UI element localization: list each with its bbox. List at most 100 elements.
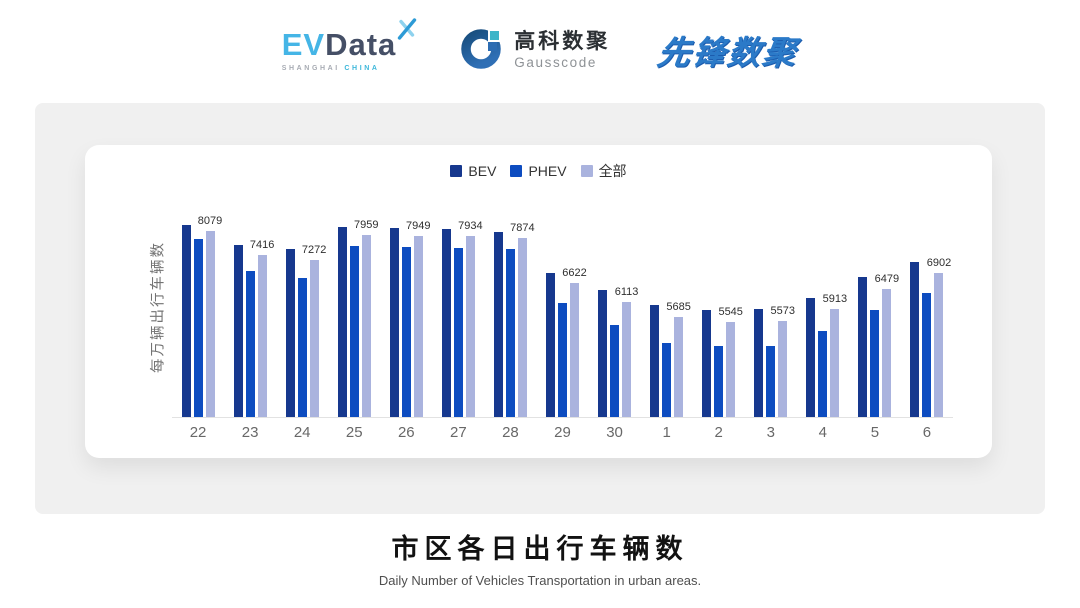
caption-block: 市区各日出行车辆数 Daily Number of Vehicles Trans… [0,527,1080,588]
bar-all-2 [726,322,736,417]
bar-bev-2 [702,310,712,417]
evdata-x-icon [396,17,418,46]
chart-subtitle: Daily Number of Vehicles Transportation … [378,573,702,588]
legend-label-bev: BEV [468,163,497,179]
plot-area: 8079 22 7416 23 7272 24 7959 25 7949 26 7934 27 7874… [172,204,953,441]
evdata-logo: EVData SHANGHAI CHINA [282,17,417,72]
bar-all-4 [830,309,840,417]
gausscode-wordmark: 高科数聚 Gausscode [514,30,610,70]
x-axis-tick-26: 26 [397,424,415,441]
bar-group-1: 5685 1 [641,204,693,441]
x-axis-tick-28: 28 [502,424,519,441]
value-label-2: 5545 [718,306,743,318]
x-axis-tick-22: 22 [189,424,207,441]
gausscode-cn-text: 高科数聚 [514,29,611,53]
bar-bev-24 [285,249,295,417]
legend-item-phev[interactable]: PHEV [510,163,567,179]
value-label-1: 5685 [666,301,691,313]
bar-phev-30 [610,325,620,417]
bar-all-1 [674,317,684,417]
bar-phev-24 [297,278,307,417]
bar-bev-27 [441,229,451,417]
bar-phev-6 [922,293,932,417]
bar-phev-26 [401,247,411,417]
value-label-22: 8079 [197,215,223,227]
bar-all-30 [622,302,632,417]
bar-phev-25 [349,246,359,417]
bar-phev-22 [193,239,203,417]
legend-swatch-all [580,165,593,177]
bar-bev-23 [233,245,243,417]
bar-group-26: 7949 26 [380,204,432,441]
bar-group-4: 5913 4 [797,204,849,441]
legend-item-all[interactable]: 全部 [580,161,627,181]
legend-item-bev[interactable]: BEV [450,163,496,179]
bar-bev-26 [389,228,399,417]
bar-all-27 [465,236,475,417]
x-axis-tick-25: 25 [345,424,363,441]
bar-group-23: 7416 23 [224,204,276,441]
chart-title: 市区各日出行车辆数 [391,534,689,564]
gausscode-g-icon [460,25,506,75]
value-label-29: 6622 [562,267,587,279]
bar-phev-23 [245,271,255,417]
x-axis-tick-29: 29 [554,424,571,441]
bar-group-29: 6622 29 [536,204,588,441]
gausscode-logo: 高科数聚 Gausscode [460,25,610,75]
bar-group-5: 6479 5 [849,204,901,441]
evdata-ev-text: EV [281,26,326,62]
bar-phev-3 [766,346,776,417]
legend-label-phev: PHEV [528,163,567,179]
x-axis-tick-2: 2 [714,424,723,441]
bar-phev-29 [557,303,567,417]
evdata-shanghai-text: SHANGHAI [281,64,340,72]
bar-phev-27 [453,248,463,417]
evdata-china-text: CHINA [344,64,380,72]
value-label-26: 7949 [406,220,431,232]
bar-phev-1 [662,343,672,417]
bar-all-22 [205,231,215,417]
bar-all-25 [361,235,371,417]
x-axis-tick-4: 4 [818,424,827,441]
bar-bev-25 [337,227,347,417]
bar-bev-4 [806,298,816,417]
x-axis-tick-27: 27 [450,424,467,441]
value-label-24: 7272 [301,244,327,256]
bar-bev-5 [858,277,868,417]
chart-card: BEV PHEV 全部 每万辆出行车辆数 8079 22 7416 23 7272 24 7… [85,145,992,458]
bar-all-3 [778,321,788,417]
bar-all-29 [569,283,579,417]
bar-bev-30 [598,290,608,417]
legend-swatch-phev [510,165,523,177]
x-axis-tick-24: 24 [293,424,311,441]
value-label-3: 5573 [770,305,795,317]
value-label-30: 6113 [614,286,639,298]
evdata-subtitle: SHANGHAI CHINA [282,65,397,72]
bar-group-24: 7272 24 [276,204,328,441]
bar-all-26 [413,236,423,417]
evdata-wordmark: EVData [282,29,397,60]
x-axis-tick-6: 6 [922,424,932,441]
value-label-25: 7959 [353,219,379,231]
pioneer-logo: 先锋数聚 [655,34,801,71]
bar-group-30: 6113 30 [589,204,641,441]
x-axis-tick-3: 3 [766,424,775,441]
logo-bar: EVData SHANGHAI CHINA [0,0,1080,100]
value-label-27: 7934 [458,220,483,232]
x-axis-tick-1: 1 [662,424,671,441]
bar-phev-5 [870,310,880,417]
bar-bev-3 [754,309,764,417]
bar-group-25: 7959 25 [328,204,380,441]
gausscode-en-text: Gausscode [514,55,597,71]
x-axis-tick-5: 5 [870,424,880,441]
bar-group-28: 7874 28 [484,204,536,441]
chart-legend: BEV PHEV 全部 [85,161,992,181]
chart-panel: BEV PHEV 全部 每万辆出行车辆数 8079 22 7416 23 7272 24 7… [35,103,1045,514]
legend-swatch-bev [450,165,463,177]
bar-group-2: 5545 2 [693,204,745,441]
bar-bev-29 [545,273,555,417]
bar-all-24 [309,260,319,417]
bar-group-27: 7934 27 [432,204,484,441]
evdata-data-text: Data [325,26,397,62]
x-axis-tick-23: 23 [241,424,259,441]
